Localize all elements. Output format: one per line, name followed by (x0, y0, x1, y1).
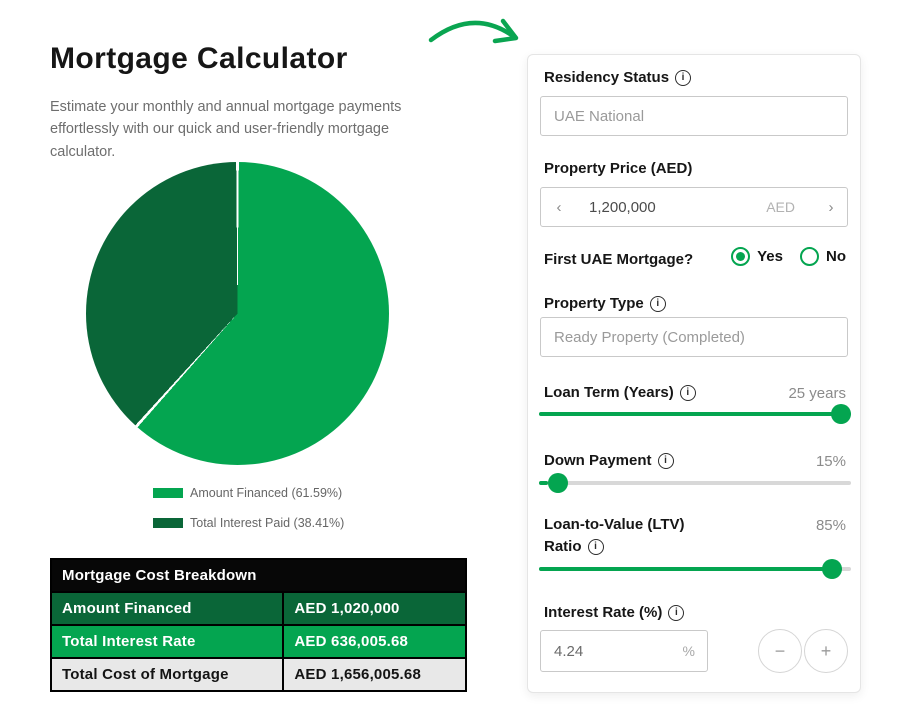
table-cell-label: Total Interest Rate (49, 624, 285, 659)
legend-label: Amount Financed (61.59%) (190, 486, 343, 500)
property-price-label: Property Price (AED) (544, 160, 693, 177)
increase-rate-button[interactable]: + (804, 629, 848, 673)
table-row: Amount Financed AED 1,020,000 (49, 591, 467, 626)
legend-item-total-interest: Total Interest Paid (38.41%) (153, 516, 344, 530)
pie-legend: Amount Financed (61.59%) Total Interest … (153, 486, 344, 546)
decrease-rate-button[interactable]: − (758, 629, 802, 673)
legend-swatch-amount-financed (153, 488, 183, 498)
table-cell-label: Total Cost of Mortgage (49, 657, 285, 692)
down-payment-value: 15% (815, 453, 846, 470)
down-payment-slider[interactable] (539, 473, 851, 493)
calculator-form-panel: Residency Status i UAE National Property… (527, 54, 861, 693)
radio-icon (731, 247, 751, 266)
table-cell-value: AED 636,005.68 (282, 624, 467, 659)
first-mortgage-radio-group: Yes No (731, 247, 846, 266)
residency-status-select[interactable]: UAE National (540, 96, 848, 136)
legend-item-amount-financed: Amount Financed (61.59%) (153, 486, 344, 500)
radio-icon (800, 247, 819, 266)
decrement-chevron-icon[interactable]: ‹ (556, 198, 562, 216)
interest-rate-unit: % (682, 643, 695, 659)
property-price-unit: AED (766, 199, 795, 215)
slider-thumb[interactable] (547, 473, 568, 493)
increment-chevron-icon[interactable]: › (828, 198, 834, 216)
slider-thumb[interactable] (822, 559, 843, 579)
legend-swatch-total-interest (153, 518, 183, 528)
legend-label: Total Interest Paid (38.41%) (190, 516, 345, 530)
property-type-label: Property Type i (544, 295, 666, 312)
radio-option-yes[interactable]: Yes (731, 247, 783, 266)
info-icon[interactable]: i (657, 452, 674, 469)
info-icon[interactable]: i (649, 295, 666, 312)
table-cell-label: Amount Financed (49, 591, 285, 626)
mortgage-cost-table: Mortgage Cost Breakdown Amount Financed … (49, 558, 467, 692)
table-row: Total Interest Rate AED 636,005.68 (49, 624, 467, 659)
loan-term-slider[interactable] (539, 404, 851, 424)
down-payment-label: Down Payment i (544, 452, 674, 469)
table-title: Mortgage Cost Breakdown (50, 558, 467, 593)
residency-status-label: Residency Status i (544, 69, 692, 86)
ltv-slider[interactable] (539, 559, 851, 579)
table-cell-value: AED 1,020,000 (282, 591, 467, 626)
table-cell-value: AED 1,656,005.68 (282, 657, 467, 692)
interest-rate-input[interactable]: 4.24 % (540, 630, 708, 672)
table-header-row: Mortgage Cost Breakdown (50, 558, 467, 593)
loan-term-label: Loan Term (Years) i (544, 384, 696, 401)
info-icon[interactable]: i (668, 604, 685, 621)
interest-rate-label: Interest Rate (%) i (544, 604, 685, 621)
pie-chart (86, 162, 389, 465)
info-icon[interactable]: i (675, 69, 692, 86)
page-title: Mortgage Calculator (50, 42, 348, 75)
table-row: Total Cost of Mortgage AED 1,656,005.68 (49, 657, 467, 692)
interest-rate-value: 4.24 (554, 642, 584, 660)
property-price-stepper: ‹ 1,200,000 AED › (540, 187, 848, 227)
property-type-select[interactable]: Ready Property (Completed) (540, 317, 848, 357)
ltv-label-line2: Ratio i (544, 538, 604, 555)
ltv-label: Loan-to-Value (LTV) (544, 516, 685, 533)
curved-arrow-icon (423, 10, 525, 52)
slider-thumb[interactable] (831, 404, 851, 424)
ltv-value: 85% (815, 517, 846, 534)
info-icon[interactable]: i (679, 384, 696, 401)
property-price-value[interactable]: 1,200,000 (589, 198, 656, 216)
loan-term-value: 25 years (788, 385, 846, 402)
first-mortgage-label: First UAE Mortgage? (544, 251, 694, 268)
info-icon[interactable]: i (587, 538, 604, 555)
page-description: Estimate your monthly and annual mortgag… (50, 99, 402, 160)
radio-option-no[interactable]: No (800, 247, 846, 266)
